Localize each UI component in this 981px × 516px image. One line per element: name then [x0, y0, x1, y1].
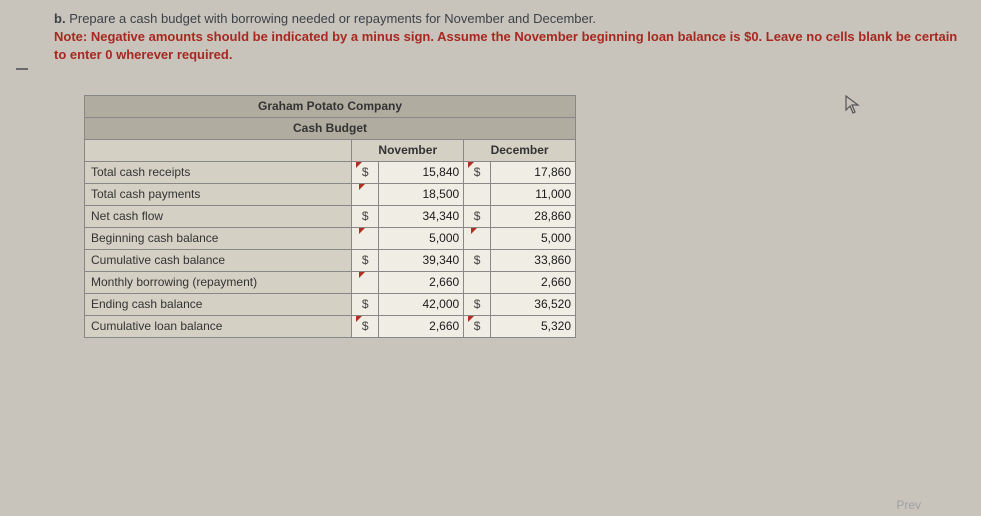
- nov-value-input[interactable]: 42,000: [379, 293, 464, 315]
- table-row: Ending cash balance$42,000$36,520: [85, 293, 576, 315]
- dec-value-input[interactable]: 2,660: [490, 271, 575, 293]
- cash-budget-table: Graham Potato Company Cash Budget Novemb…: [84, 95, 576, 338]
- nov-currency-symbol: $: [352, 293, 379, 315]
- error-flag-icon: [359, 184, 365, 190]
- dec-currency-symbol: [464, 271, 491, 293]
- nov-value-input[interactable]: 39,340: [379, 249, 464, 271]
- dec-currency-symbol: $: [464, 205, 491, 227]
- table-row: Cumulative loan balance$2,660$5,320: [85, 315, 576, 337]
- row-label: Monthly borrowing (repayment): [85, 271, 352, 293]
- row-label: Cumulative cash balance: [85, 249, 352, 271]
- table-row: Net cash flow$34,340$28,860: [85, 205, 576, 227]
- row-label: Beginning cash balance: [85, 227, 352, 249]
- dec-currency-symbol: $: [464, 315, 491, 337]
- nov-value-input[interactable]: 5,000: [379, 227, 464, 249]
- question-content: b. Prepare a cash budget with borrowing …: [0, 0, 981, 358]
- table-column-headers: November December: [85, 139, 576, 161]
- dec-value-input[interactable]: 28,860: [490, 205, 575, 227]
- row-label: Total cash receipts: [85, 161, 352, 183]
- table-row: Cumulative cash balance$39,340$33,860: [85, 249, 576, 271]
- error-flag-icon: [359, 272, 365, 278]
- nov-currency-symbol: $: [352, 315, 379, 337]
- nov-currency-symbol: [352, 183, 379, 205]
- nov-value-input[interactable]: 15,840: [379, 161, 464, 183]
- nov-value-input[interactable]: 2,660: [379, 271, 464, 293]
- cash-budget-table-wrap: Graham Potato Company Cash Budget Novemb…: [84, 95, 576, 338]
- nov-currency-symbol: $: [352, 205, 379, 227]
- prev-button[interactable]: Prev: [896, 498, 921, 512]
- nov-currency-symbol: $: [352, 161, 379, 183]
- nov-value-input[interactable]: 2,660: [379, 315, 464, 337]
- row-label: Cumulative loan balance: [85, 315, 352, 337]
- question-text: Prepare a cash budget with borrowing nee…: [69, 11, 596, 26]
- table-row: Total cash payments 18,500 11,000: [85, 183, 576, 205]
- blank-corner: [85, 139, 352, 161]
- question-note: Note: Negative amounts should be indicat…: [54, 28, 961, 64]
- col-november: November: [352, 139, 464, 161]
- row-label: Total cash payments: [85, 183, 352, 205]
- dec-value-input[interactable]: 11,000: [490, 183, 575, 205]
- col-december: December: [464, 139, 576, 161]
- error-flag-icon: [359, 228, 365, 234]
- dec-currency-symbol: [464, 227, 491, 249]
- dec-value-input[interactable]: 5,320: [490, 315, 575, 337]
- nov-currency-symbol: $: [352, 249, 379, 271]
- row-label: Net cash flow: [85, 205, 352, 227]
- side-dash: [16, 68, 28, 70]
- row-label: Ending cash balance: [85, 293, 352, 315]
- company-name: Graham Potato Company: [85, 95, 576, 117]
- nov-currency-symbol: [352, 227, 379, 249]
- table-title-row: Cash Budget: [85, 117, 576, 139]
- nov-value-input[interactable]: 18,500: [379, 183, 464, 205]
- dec-currency-symbol: $: [464, 161, 491, 183]
- question-line: b. Prepare a cash budget with borrowing …: [54, 10, 961, 28]
- nov-currency-symbol: [352, 271, 379, 293]
- dec-value-input[interactable]: 36,520: [490, 293, 575, 315]
- question-label: b.: [54, 11, 66, 26]
- table-company-row: Graham Potato Company: [85, 95, 576, 117]
- nov-value-input[interactable]: 34,340: [379, 205, 464, 227]
- table-row: Total cash receipts$15,840$17,860: [85, 161, 576, 183]
- dec-currency-symbol: $: [464, 293, 491, 315]
- dec-currency-symbol: $: [464, 249, 491, 271]
- error-flag-icon: [471, 228, 477, 234]
- dec-value-input[interactable]: 33,860: [490, 249, 575, 271]
- dec-value-input[interactable]: 5,000: [490, 227, 575, 249]
- dec-currency-symbol: [464, 183, 491, 205]
- budget-title: Cash Budget: [85, 117, 576, 139]
- table-row: Beginning cash balance 5,000 5,000: [85, 227, 576, 249]
- dec-value-input[interactable]: 17,860: [490, 161, 575, 183]
- table-row: Monthly borrowing (repayment) 2,660 2,660: [85, 271, 576, 293]
